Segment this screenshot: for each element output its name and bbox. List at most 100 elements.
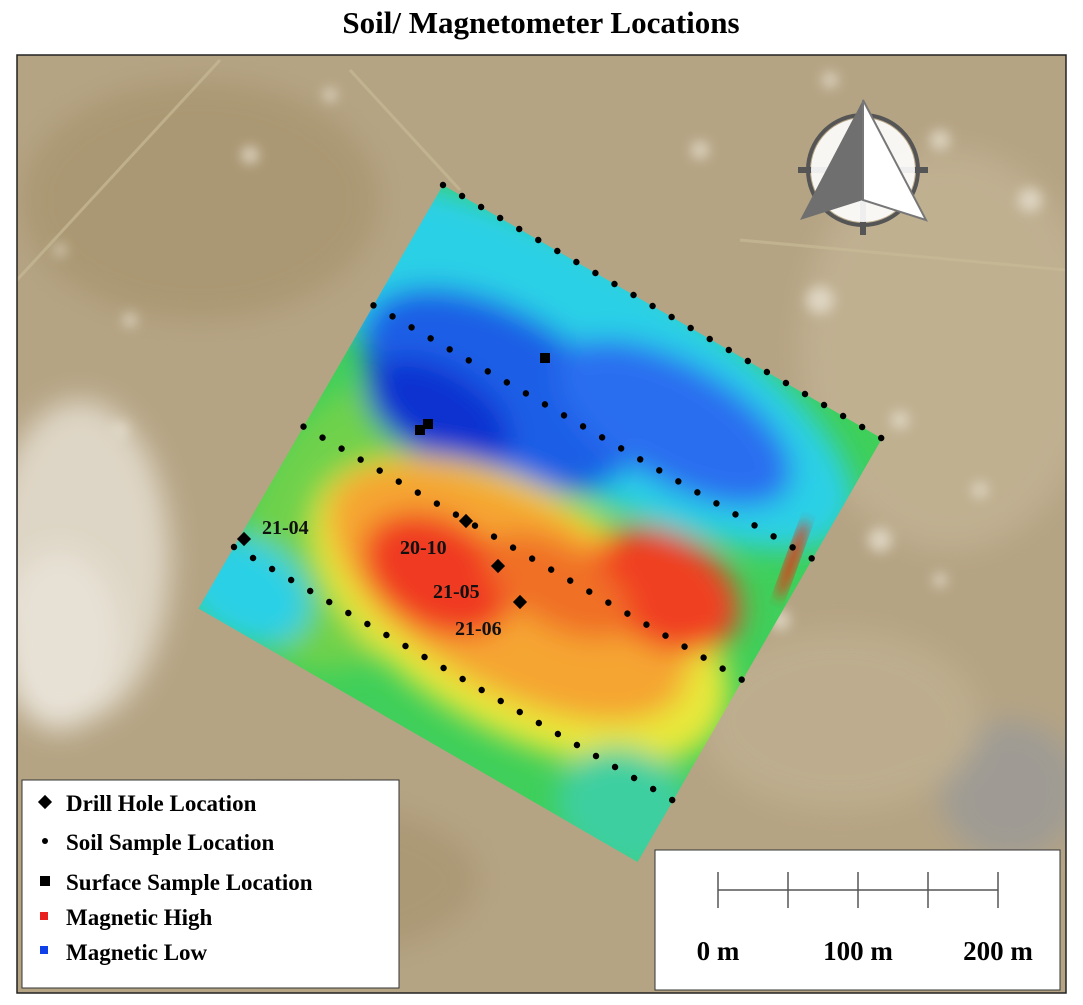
soil-sample — [516, 225, 523, 233]
soil-sample — [364, 620, 371, 628]
legend-label: Magnetic Low — [66, 940, 208, 965]
legend: Drill Hole Location Soil Sample Location… — [21, 779, 400, 989]
soil-sample — [770, 533, 777, 540]
map-title: Soil/ Magnetometer Locations — [342, 5, 739, 40]
drill-hole — [458, 513, 474, 529]
soil-sample — [706, 335, 713, 343]
soil-sample — [789, 544, 796, 551]
soil-sample — [801, 390, 809, 398]
soil-sample — [509, 544, 517, 551]
soil-sample — [878, 434, 885, 442]
soil-sample — [598, 434, 606, 441]
scale-label: 200 m — [963, 936, 1033, 966]
legend-label: Soil Sample Location — [66, 830, 275, 855]
soil-sample — [414, 489, 422, 496]
soil-sample — [820, 401, 828, 409]
soil-sample — [573, 258, 580, 266]
soil-sample — [649, 302, 656, 310]
soil-sample — [624, 610, 631, 617]
soil-sample — [458, 192, 466, 200]
soil-sample — [477, 203, 485, 211]
soil-sample — [440, 664, 447, 672]
soil-sample — [471, 522, 479, 529]
soil-sample — [560, 412, 568, 419]
drill-hole — [512, 594, 528, 610]
soil-sample — [535, 236, 542, 244]
soil-sample — [554, 730, 562, 738]
soil-sample — [611, 280, 618, 288]
soil-sample — [637, 456, 644, 463]
soil-sample — [319, 434, 326, 441]
soil-sample — [357, 456, 364, 463]
scale-label: 0 m — [697, 936, 740, 966]
soil-sample — [573, 741, 581, 749]
soil-sample — [427, 335, 434, 342]
legend-marker — [37, 794, 53, 810]
soil-sample — [592, 752, 600, 760]
soil-sample — [287, 576, 295, 584]
soil-sample — [719, 665, 726, 672]
soil-sample — [370, 302, 377, 309]
soil-sample — [725, 346, 732, 354]
soil-sample — [516, 708, 523, 716]
drill-hole-label: 21-04 — [262, 517, 309, 539]
soil-sample — [535, 719, 543, 727]
surface-sample — [423, 419, 433, 429]
soil-sample — [656, 467, 663, 474]
soil-sample — [694, 489, 701, 496]
soil-sample — [496, 214, 504, 222]
soil-sample — [547, 566, 555, 573]
legend-marker — [40, 946, 48, 954]
soil-sample — [586, 588, 593, 595]
legend-marker — [40, 912, 48, 920]
soil-sample — [605, 599, 612, 606]
soil-sample — [389, 313, 396, 320]
soil-sample — [497, 697, 504, 705]
drill-hole-label: 21-05 — [433, 581, 480, 603]
map-frame — [16, 54, 1067, 994]
drill-hole-label: 21-06 — [455, 618, 502, 640]
soil-sample — [421, 653, 428, 661]
soil-sample — [662, 632, 669, 639]
soil-sample — [669, 796, 676, 804]
soil-sample — [763, 368, 771, 376]
soil-sample — [541, 401, 549, 408]
soil-sample — [643, 621, 650, 628]
soil-sample — [738, 676, 745, 683]
legend-label: Drill Hole Location — [66, 791, 257, 816]
soil-sample — [744, 357, 752, 365]
soil-sample — [490, 533, 498, 540]
drill-hole — [490, 558, 506, 574]
soil-sample — [307, 587, 314, 595]
soil-sample — [700, 654, 707, 661]
soil-sample — [611, 763, 619, 771]
legend-label: Surface Sample Location — [66, 870, 313, 895]
soil-sample — [376, 467, 383, 474]
scale-label: 100 m — [823, 936, 893, 966]
soil-sample — [858, 423, 866, 431]
soil-sample — [452, 511, 460, 518]
soil-sample — [268, 565, 276, 573]
soil-sample — [300, 423, 307, 430]
soil-sample — [345, 609, 352, 617]
soil-sample — [402, 642, 409, 650]
soil-sample — [617, 445, 625, 452]
legend-marker — [40, 876, 50, 886]
soil-sample — [630, 291, 637, 299]
drill-hole-label: 20-10 — [400, 537, 447, 559]
legend-marker — [42, 838, 48, 844]
soil-sample — [675, 478, 682, 485]
soil-sample — [751, 522, 758, 529]
soil-sample — [408, 324, 415, 331]
soil-sample — [567, 577, 574, 584]
soil-sample — [446, 346, 453, 353]
soil-sample — [687, 324, 694, 332]
drill-hole — [236, 531, 252, 547]
soil-sample — [338, 445, 345, 452]
soil-sample — [249, 554, 257, 562]
soil-sample — [649, 785, 657, 793]
soil-sample — [592, 269, 599, 277]
soil-sample — [579, 423, 587, 430]
soil-sample — [782, 379, 790, 387]
legend-label: Magnetic High — [66, 905, 212, 930]
